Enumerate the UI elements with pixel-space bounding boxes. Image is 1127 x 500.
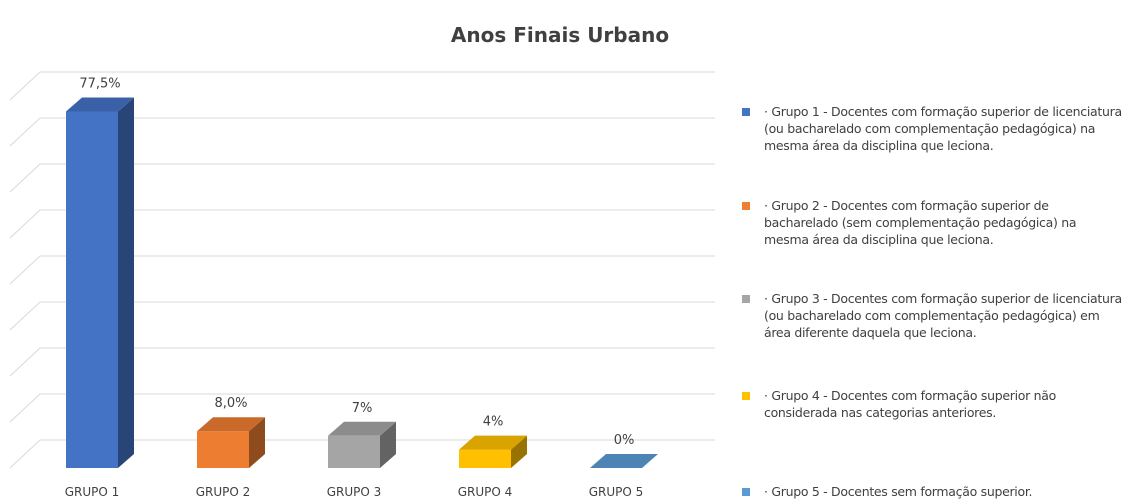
bar-side	[380, 421, 396, 468]
legend-item: · Grupo 5 - Docentes sem formação superi…	[742, 483, 1122, 500]
legend-label: · Grupo 2 - Docentes com formação superi…	[764, 198, 1077, 247]
legend-label: · Grupo 4 - Docentes com formação superi…	[764, 388, 1056, 420]
bar-top	[328, 421, 396, 436]
bar	[197, 431, 249, 468]
grid-line	[9, 301, 715, 331]
x-tick-label: GRUPO 3	[327, 485, 382, 499]
bar-top	[590, 454, 658, 468]
x-tick-label: GRUPO 4	[458, 485, 513, 499]
legend-label: · Grupo 3 - Docentes com formação superi…	[764, 291, 1122, 340]
x-tick-label: GRUPO 2	[196, 485, 251, 499]
grid-line	[9, 255, 715, 285]
legend-item: · Grupo 1 - Docentes com formação superi…	[742, 103, 1122, 154]
bar-side	[118, 97, 134, 468]
bar-side	[249, 417, 265, 468]
grid-line	[9, 393, 715, 423]
value-label: 0%	[614, 433, 635, 448]
bar-top	[459, 435, 527, 450]
chart-title: Anos Finais Urbano	[451, 23, 669, 47]
legend-swatch	[742, 392, 750, 400]
legend-label: · Grupo 1 - Docentes com formação superi…	[764, 104, 1122, 153]
grid-line	[9, 163, 715, 193]
grid-line	[9, 347, 715, 377]
bar	[459, 449, 511, 468]
x-tick-label: GRUPO 5	[589, 485, 644, 499]
legend-swatch	[742, 488, 750, 496]
bar	[66, 111, 118, 468]
legend-swatch	[742, 108, 750, 116]
x-tick-label: GRUPO 1	[65, 485, 120, 499]
bar-top	[66, 97, 134, 112]
value-label: 7%	[352, 401, 373, 416]
value-label: 8,0%	[214, 396, 247, 411]
grid-line	[9, 209, 715, 239]
bar	[328, 435, 380, 468]
legend-item: · Grupo 4 - Docentes com formação superi…	[742, 387, 1122, 421]
legend-swatch	[742, 202, 750, 210]
bar-side	[511, 435, 527, 468]
legend-item: · Grupo 2 - Docentes com formação superi…	[742, 197, 1122, 248]
legend-label: · Grupo 5 - Docentes sem formação superi…	[764, 484, 1033, 499]
grid-line	[9, 117, 715, 147]
legend-swatch	[742, 295, 750, 303]
value-label: 77,5%	[79, 77, 120, 92]
bar-top	[197, 417, 265, 432]
legend-item: · Grupo 3 - Docentes com formação superi…	[742, 290, 1122, 341]
value-label: 4%	[483, 415, 504, 430]
grid-line	[9, 71, 715, 101]
